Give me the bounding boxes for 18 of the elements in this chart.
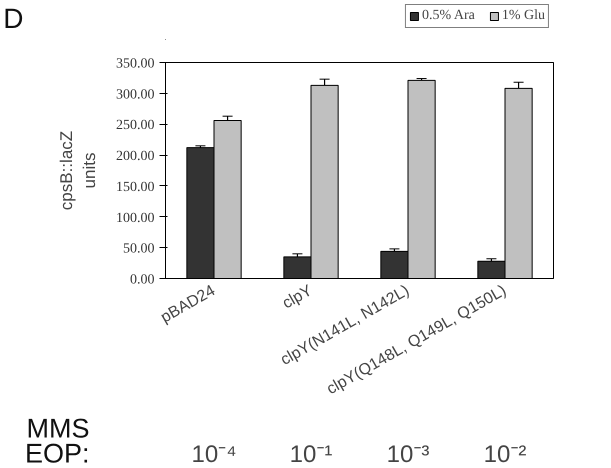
y-tick-label: 250.00: [116, 118, 154, 134]
y-tick-label: 100.00: [116, 210, 154, 226]
y-tick-label: 0.00: [130, 272, 154, 288]
legend-label: 0.5% Ara: [422, 8, 475, 24]
text: 10⁻¹: [290, 441, 332, 468]
text: 10⁻²: [484, 441, 526, 468]
text: 10⁻⁴: [191, 441, 237, 468]
y-tick-label: 50.00: [123, 242, 154, 257]
legend-label: 1% Glu: [502, 8, 545, 24]
y-tick-label: 300.00: [116, 87, 154, 102]
x-tick-label: clpY: [280, 282, 316, 312]
y-axis-title: cpsB::lacZ units: [57, 130, 99, 210]
y-tick-label: 150.00: [116, 180, 154, 195]
text: MMS EOP:: [24, 414, 90, 468]
text: 10⁻³: [386, 441, 430, 468]
y-tick-label: 200.00: [116, 149, 154, 164]
text: D: [3, 3, 24, 34]
y-tick-label: 350.00: [116, 56, 154, 72]
